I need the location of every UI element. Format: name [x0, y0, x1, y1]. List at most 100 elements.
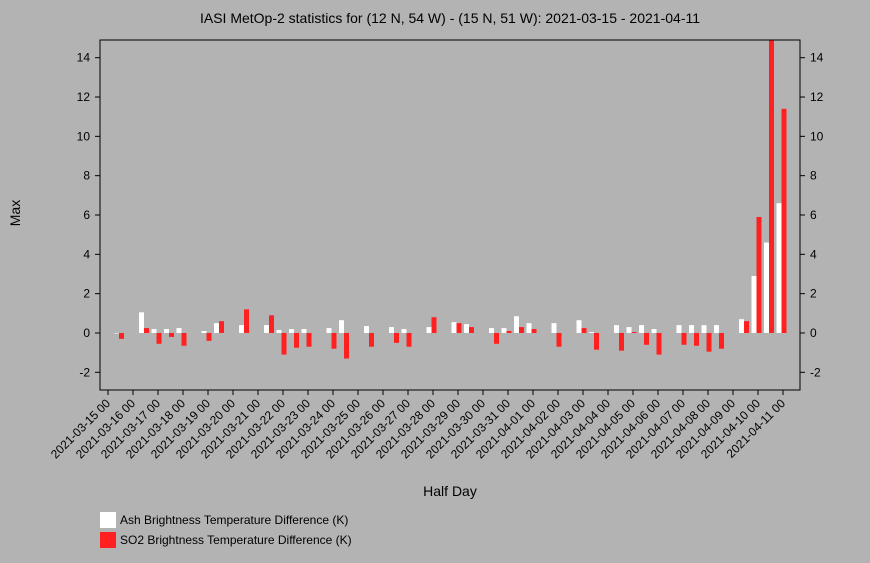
y-tick-label: 12 — [77, 90, 91, 104]
y-tick-label: 0 — [83, 326, 90, 340]
bar — [451, 322, 457, 333]
bar — [781, 108, 787, 333]
bar — [206, 332, 212, 341]
bar — [364, 326, 369, 333]
bar — [589, 331, 594, 333]
bar — [744, 321, 749, 333]
y-tick-label: 6 — [83, 208, 90, 222]
plot-area — [114, 40, 787, 359]
bar — [306, 332, 312, 347]
bar — [489, 328, 494, 333]
bar — [494, 332, 499, 344]
bar — [514, 316, 519, 333]
bar — [469, 327, 474, 333]
bar — [714, 325, 719, 333]
bar — [394, 332, 399, 343]
bar — [119, 332, 124, 339]
y-tick-label: 4 — [83, 247, 90, 261]
y2-tick-label: 8 — [810, 169, 817, 183]
x-axis-label: Half Day — [423, 483, 477, 499]
bar — [406, 332, 412, 347]
bar — [519, 327, 524, 333]
bar — [151, 329, 157, 333]
bar — [581, 328, 587, 333]
y-axis-label: Max — [7, 200, 23, 226]
legend-label: SO2 Brightness Temperature Difference (K… — [120, 533, 352, 547]
bar — [144, 328, 149, 333]
bar — [239, 325, 244, 333]
bar — [644, 332, 649, 345]
bar — [689, 325, 694, 333]
bar — [201, 331, 207, 333]
bar — [139, 312, 144, 333]
bar — [169, 332, 174, 337]
bar — [264, 325, 269, 333]
chart-title: IASI MetOp-2 statistics for (12 N, 54 W)… — [200, 10, 700, 26]
bar — [281, 332, 287, 355]
bar — [114, 332, 119, 334]
bar — [619, 332, 624, 351]
bar — [506, 331, 512, 333]
bar — [556, 332, 562, 347]
legend-label: Ash Brightness Temperature Difference (K… — [120, 513, 348, 527]
bar — [156, 332, 162, 344]
bar — [776, 203, 782, 333]
bar — [389, 327, 394, 333]
bar — [576, 320, 582, 333]
y2-tick-label: 2 — [810, 287, 817, 301]
bar — [764, 242, 769, 333]
bar — [631, 331, 637, 333]
y-tick-label: 2 — [83, 287, 90, 301]
bar — [751, 275, 757, 333]
bar — [294, 332, 299, 348]
y-tick-label: 10 — [77, 129, 91, 143]
bar — [276, 330, 282, 333]
bar — [176, 328, 182, 333]
bar — [701, 325, 707, 333]
bar — [164, 329, 169, 333]
bar — [339, 320, 344, 333]
bar — [456, 323, 462, 333]
bar — [426, 327, 432, 333]
bar — [639, 325, 644, 333]
y2-tick-label: -2 — [810, 365, 821, 379]
y-tick-label: 8 — [83, 169, 90, 183]
y2-tick-label: 0 — [810, 326, 817, 340]
bar — [214, 323, 219, 333]
bar — [244, 309, 249, 333]
bar — [531, 329, 537, 333]
bar — [651, 329, 657, 333]
bar — [769, 40, 774, 333]
bar — [326, 328, 332, 333]
legend-swatch — [100, 512, 116, 528]
bar — [614, 325, 619, 333]
legend-swatch — [100, 532, 116, 548]
bar — [401, 329, 407, 333]
y2-tick-label: 6 — [810, 208, 817, 222]
bar — [719, 332, 724, 349]
bar — [681, 332, 687, 345]
bar — [269, 315, 274, 333]
bar — [464, 324, 469, 333]
bar — [756, 216, 762, 333]
bar — [181, 332, 187, 346]
bar — [626, 327, 632, 333]
bar — [526, 323, 532, 333]
y2-tick-label: 10 — [810, 129, 824, 143]
y-tick-label: 14 — [77, 51, 91, 65]
bar — [289, 329, 294, 333]
bar — [501, 328, 507, 333]
bar — [219, 321, 224, 333]
bar — [431, 317, 437, 333]
bar — [344, 332, 349, 359]
bar — [369, 332, 374, 347]
bar — [694, 332, 699, 346]
bar — [551, 323, 557, 333]
bar — [301, 329, 307, 333]
y-tick-label: -2 — [79, 365, 90, 379]
bar — [594, 332, 599, 350]
bar — [331, 332, 337, 349]
bar — [706, 332, 712, 352]
